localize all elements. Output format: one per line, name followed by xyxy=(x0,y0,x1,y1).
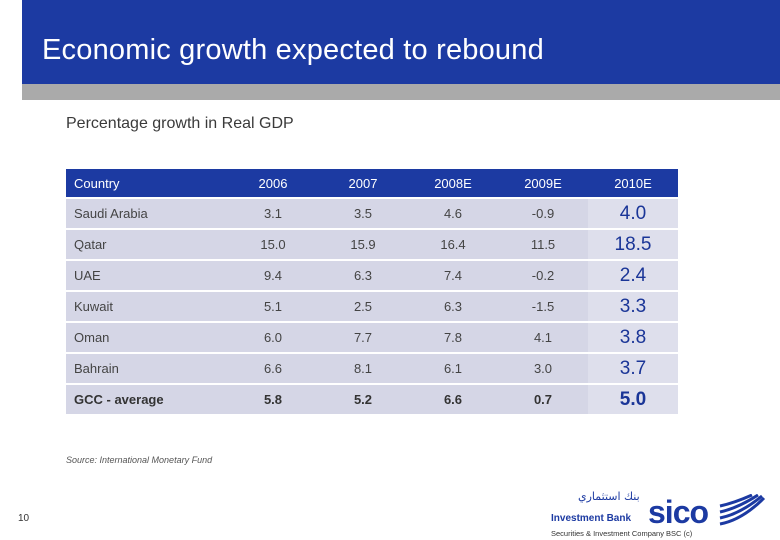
value-cell: 16.4 xyxy=(408,230,498,259)
table-row: Oman 6.0 7.7 7.8 4.1 3.8 xyxy=(66,323,678,352)
table-row: Qatar 15.0 15.9 16.4 11.5 18.5 xyxy=(66,230,678,259)
table-row: UAE 9.4 6.3 7.4 -0.2 2.4 xyxy=(66,261,678,290)
header-2006: 2006 xyxy=(228,169,318,197)
value-cell: 7.4 xyxy=(408,261,498,290)
forecast-2010-cell: 3.7 xyxy=(588,354,678,383)
logo-arabic-name: بنك استثماري xyxy=(578,490,640,503)
value-cell: -0.9 xyxy=(498,199,588,228)
table-row: Saudi Arabia 3.1 3.5 4.6 -0.9 4.0 xyxy=(66,199,678,228)
value-cell: 3.0 xyxy=(498,354,588,383)
table-header-row: Country 2006 2007 2008E 2009E 2010E xyxy=(66,169,678,197)
country-cell: Oman xyxy=(66,323,228,352)
value-cell: 6.6 xyxy=(228,354,318,383)
logo-tagline: Investment Bank xyxy=(551,513,632,524)
slide-title: Economic growth expected to rebound xyxy=(42,34,544,66)
forecast-2010-cell: 2.4 xyxy=(588,261,678,290)
sico-logo: بنك استثماري Investment Bank sico Securi… xyxy=(548,488,770,540)
header-2009e: 2009E xyxy=(498,169,588,197)
value-cell: 5.2 xyxy=(318,385,408,414)
value-cell: 6.3 xyxy=(318,261,408,290)
source-note: Source: International Monetary Fund xyxy=(66,455,213,465)
title-band: Economic growth expected to rebound xyxy=(0,0,780,84)
title-band-left-strip xyxy=(0,0,22,84)
value-cell: 3.1 xyxy=(228,199,318,228)
value-cell: 8.1 xyxy=(318,354,408,383)
value-cell: 3.5 xyxy=(318,199,408,228)
forecast-2010-cell: 4.0 xyxy=(588,199,678,228)
gdp-growth-table: Country 2006 2007 2008E 2009E 2010E Saud… xyxy=(66,167,678,416)
value-cell: 11.5 xyxy=(498,230,588,259)
value-cell: 6.1 xyxy=(408,354,498,383)
value-cell: 0.7 xyxy=(498,385,588,414)
value-cell: 4.6 xyxy=(408,199,498,228)
header-2010e: 2010E xyxy=(588,169,678,197)
forecast-2010-cell: 18.5 xyxy=(588,230,678,259)
value-cell: 4.1 xyxy=(498,323,588,352)
value-cell: 5.1 xyxy=(228,292,318,321)
country-cell: GCC - average xyxy=(66,385,228,414)
logo-swoosh-icon xyxy=(719,494,766,526)
value-cell: 15.9 xyxy=(318,230,408,259)
value-cell: 2.5 xyxy=(318,292,408,321)
value-cell: 6.3 xyxy=(408,292,498,321)
header-2007: 2007 xyxy=(318,169,408,197)
title-underline-bar xyxy=(22,84,780,100)
value-cell: 9.4 xyxy=(228,261,318,290)
header-country: Country xyxy=(66,169,228,197)
logo-company-name: Securities & Investment Company BSC (c) xyxy=(551,529,693,538)
value-cell: 7.7 xyxy=(318,323,408,352)
page-number: 10 xyxy=(18,513,30,524)
logo-brand: sico xyxy=(648,494,709,530)
table-row-gcc-average: GCC - average 5.8 5.2 6.6 0.7 5.0 xyxy=(66,385,678,414)
value-cell: -1.5 xyxy=(498,292,588,321)
country-cell: Saudi Arabia xyxy=(66,199,228,228)
slide-subtitle: Percentage growth in Real GDP xyxy=(66,115,294,132)
value-cell: 6.6 xyxy=(408,385,498,414)
value-cell: 5.8 xyxy=(228,385,318,414)
table-row: Kuwait 5.1 2.5 6.3 -1.5 3.3 xyxy=(66,292,678,321)
value-cell: 6.0 xyxy=(228,323,318,352)
country-cell: Kuwait xyxy=(66,292,228,321)
forecast-2010-cell: 5.0 xyxy=(588,385,678,414)
value-cell: -0.2 xyxy=(498,261,588,290)
value-cell: 7.8 xyxy=(408,323,498,352)
value-cell: 15.0 xyxy=(228,230,318,259)
header-2008e: 2008E xyxy=(408,169,498,197)
country-cell: Qatar xyxy=(66,230,228,259)
forecast-2010-cell: 3.8 xyxy=(588,323,678,352)
forecast-2010-cell: 3.3 xyxy=(588,292,678,321)
country-cell: Bahrain xyxy=(66,354,228,383)
country-cell: UAE xyxy=(66,261,228,290)
table-row: Bahrain 6.6 8.1 6.1 3.0 3.7 xyxy=(66,354,678,383)
